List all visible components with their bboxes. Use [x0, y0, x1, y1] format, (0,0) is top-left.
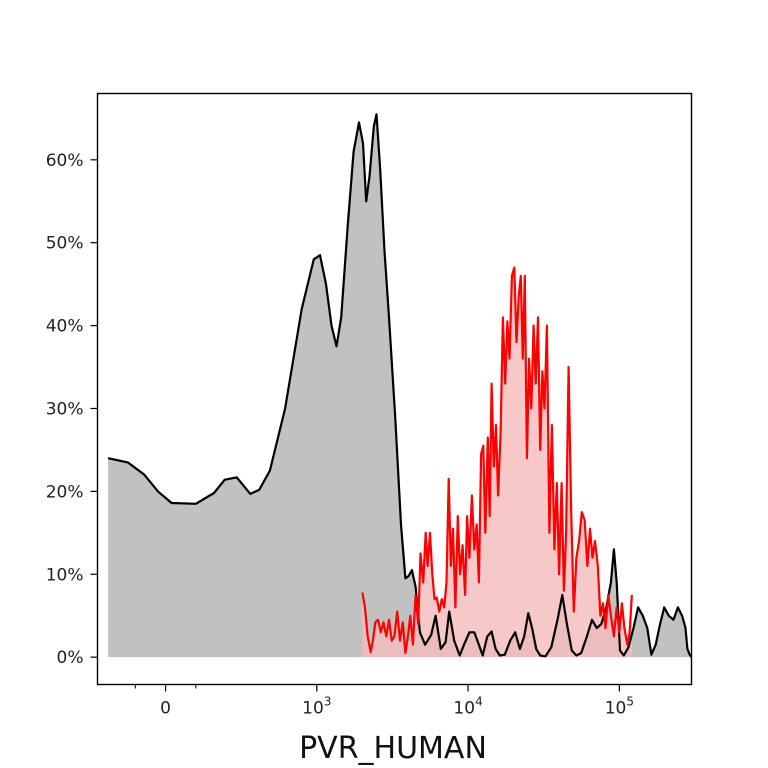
series-2-area — [362, 267, 632, 658]
x-tick-label: 103 — [302, 695, 331, 719]
series-1-area — [108, 114, 692, 658]
x-tick-label: 104 — [453, 695, 482, 719]
x-axis: 0 103 104 105 — [134, 684, 634, 719]
series-2-line — [361, 266, 633, 655]
x-axis-label: PVR_HUMAN — [299, 731, 487, 766]
series-layer — [107, 113, 693, 658]
y-axis: 0% 10% 20% 30% 40% 50% 60% — [46, 151, 98, 668]
y-tick-label: 40% — [46, 317, 84, 337]
y-tick-label: 50% — [46, 234, 84, 254]
y-tick-label: 10% — [46, 565, 84, 585]
x-tick-label: 0 — [160, 699, 171, 719]
y-tick-label: 60% — [46, 151, 84, 171]
y-tick-label: 30% — [46, 399, 84, 419]
y-tick-label: 0% — [57, 648, 84, 668]
plot-frame — [96, 92, 693, 686]
x-tick-label: 105 — [605, 695, 634, 719]
series-1-line — [107, 113, 693, 658]
y-tick-label: 20% — [46, 482, 84, 502]
